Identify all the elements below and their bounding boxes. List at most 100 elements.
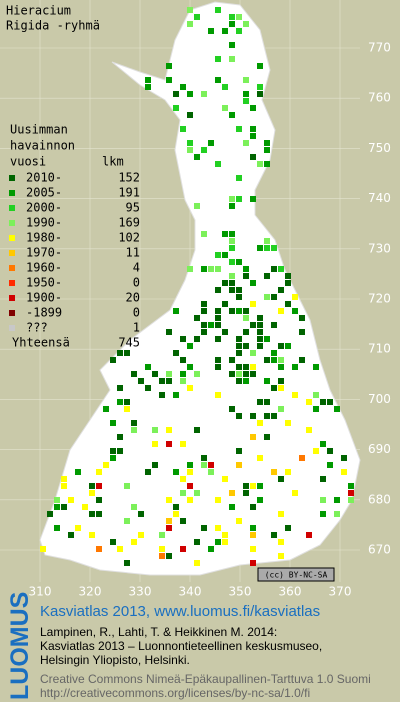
observation-square xyxy=(208,140,214,146)
observation-square xyxy=(236,462,242,468)
observation-square xyxy=(145,469,151,475)
observation-square xyxy=(194,203,200,209)
observation-square xyxy=(278,385,284,391)
legend-count: 20 xyxy=(126,291,140,305)
observation-square xyxy=(187,91,193,97)
observation-square xyxy=(187,364,193,370)
observation-square xyxy=(243,378,249,384)
observation-square xyxy=(264,273,270,279)
observation-square xyxy=(271,322,277,328)
observation-square xyxy=(257,483,263,489)
license-line: http://creativecommons.org/licenses/by-n… xyxy=(40,686,310,700)
observation-square xyxy=(222,329,228,335)
observation-square xyxy=(320,476,326,482)
observation-square xyxy=(201,231,207,237)
observation-square xyxy=(166,329,172,335)
observation-square xyxy=(250,126,256,132)
observation-square xyxy=(278,308,284,314)
observation-square xyxy=(201,308,207,314)
observation-square xyxy=(173,392,179,398)
legend-count: 0 xyxy=(133,276,140,290)
observation-square xyxy=(187,483,193,489)
observation-square xyxy=(124,406,130,412)
observation-square xyxy=(229,56,235,62)
legend-label: 1990- xyxy=(26,216,62,230)
observation-square xyxy=(250,301,256,307)
observation-square xyxy=(82,504,88,510)
observation-square xyxy=(278,553,284,559)
observation-square xyxy=(166,553,172,559)
observation-square xyxy=(285,343,291,349)
observation-square xyxy=(257,343,263,349)
observation-square xyxy=(257,315,263,321)
x-label: 330 xyxy=(129,585,152,599)
footer-title: Kasviatlas 2013, www.luomus.fi/kasviatla… xyxy=(40,603,320,620)
x-label: 340 xyxy=(179,585,202,599)
license-line: Creative Commons Nimeä-Epäkaupallinen-Ta… xyxy=(40,672,371,686)
observation-square xyxy=(124,399,130,405)
observation-square xyxy=(187,469,193,475)
observation-square xyxy=(243,140,249,146)
observation-square xyxy=(285,280,291,286)
observation-square xyxy=(187,343,193,349)
observation-square xyxy=(117,399,123,405)
observation-square xyxy=(194,560,200,566)
observation-square xyxy=(299,329,305,335)
observation-square xyxy=(180,441,186,447)
x-label: 310 xyxy=(29,585,52,599)
observation-square xyxy=(334,511,340,517)
observation-square xyxy=(306,399,312,405)
y-label: 750 xyxy=(368,141,391,155)
observation-square xyxy=(278,266,284,272)
observation-square xyxy=(229,259,235,265)
observation-square xyxy=(271,294,277,300)
observation-square xyxy=(250,504,256,510)
legend-label: 2000- xyxy=(26,201,62,215)
observation-square xyxy=(201,322,207,328)
observation-square xyxy=(229,21,235,27)
observation-square xyxy=(229,112,235,118)
observation-square xyxy=(257,84,263,90)
observation-square xyxy=(250,322,256,328)
observation-square xyxy=(229,231,235,237)
observation-square xyxy=(215,357,221,363)
observation-square xyxy=(222,539,228,545)
legend-swatch xyxy=(9,220,15,226)
observation-square xyxy=(180,126,186,132)
legend-swatch xyxy=(9,265,15,271)
citation-line: Helsingin Yliopisto, Helsinki. xyxy=(40,653,190,667)
observation-square xyxy=(173,91,179,97)
observation-square xyxy=(278,378,284,384)
observation-square xyxy=(110,448,116,454)
observation-square xyxy=(222,252,228,258)
observation-square xyxy=(159,378,165,384)
legend-swatch xyxy=(9,205,15,211)
observation-square xyxy=(229,196,235,202)
badge-box xyxy=(257,567,335,582)
observation-square xyxy=(138,511,144,517)
y-label: 670 xyxy=(368,543,391,557)
observation-square xyxy=(194,427,200,433)
observation-square xyxy=(250,532,256,538)
observation-square xyxy=(236,294,242,300)
observation-square xyxy=(215,525,221,531)
observation-square xyxy=(152,427,158,433)
observation-square xyxy=(194,14,200,20)
observation-square xyxy=(236,518,242,524)
observation-square xyxy=(271,385,277,391)
observation-square xyxy=(89,532,95,538)
observation-square xyxy=(138,378,144,384)
observation-square xyxy=(236,448,242,454)
observation-square xyxy=(257,420,263,426)
observation-square xyxy=(250,364,256,370)
observation-square xyxy=(180,84,186,90)
observation-square xyxy=(320,399,326,405)
x-label: 360 xyxy=(279,585,302,599)
observation-square xyxy=(229,504,235,510)
observation-square xyxy=(299,455,305,461)
observation-square xyxy=(117,350,123,356)
observation-square xyxy=(313,364,319,370)
observation-square xyxy=(194,539,200,545)
legend-count: 1 xyxy=(133,321,140,335)
legend-swatch xyxy=(9,280,15,286)
